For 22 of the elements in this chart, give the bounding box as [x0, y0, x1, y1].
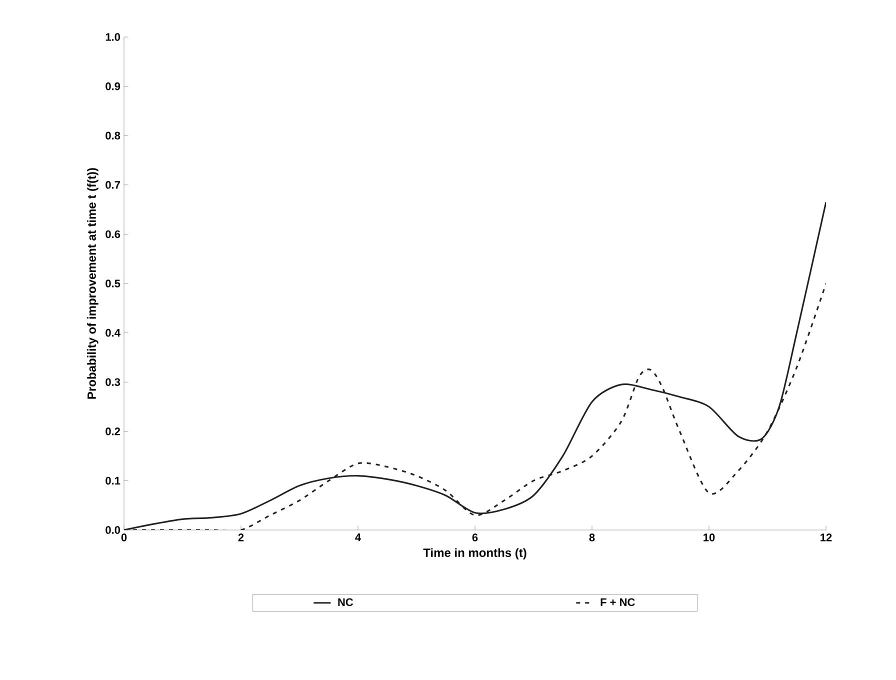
- y-tick-label: 0.6: [106, 230, 120, 238]
- y-axis-title: Probability of improvement at time t (f(t)): [87, 168, 98, 399]
- x-tick-label: 6: [472, 534, 478, 542]
- y-tick-label: 0.9: [106, 82, 120, 90]
- x-tick-label: 12: [820, 534, 832, 542]
- y-tick-label: 0.2: [106, 428, 120, 436]
- x-tick-label: 4: [355, 534, 361, 542]
- y-tick-label: 0.5: [106, 280, 120, 288]
- y-tick-label: 0.7: [106, 181, 120, 189]
- legend-label: F + NC: [600, 598, 635, 606]
- y-tick-label: 0.4: [106, 328, 120, 337]
- x-tick-label: 2: [238, 534, 244, 542]
- x-axis-title: Time in months (t): [423, 548, 526, 560]
- legend-label: NC: [338, 598, 354, 606]
- x-tick-label: 10: [704, 534, 715, 542]
- x-tick-label: 0: [121, 534, 127, 542]
- y-tick-label: 0.0: [106, 526, 120, 534]
- y-tick-label: 0.1: [106, 476, 120, 485]
- y-tick-label: 0.8: [106, 132, 120, 140]
- x-tick-label: 8: [589, 534, 595, 542]
- y-tick-label: 1.0: [106, 33, 120, 41]
- y-tick-label: 0.3: [106, 378, 120, 386]
